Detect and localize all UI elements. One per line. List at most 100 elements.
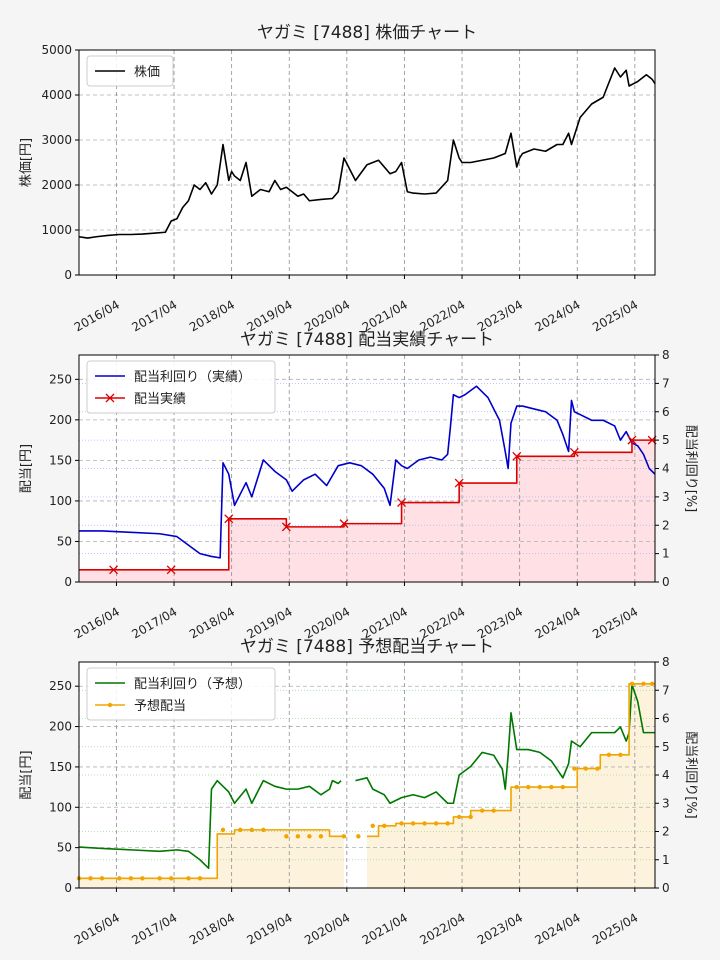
y-axis-label: 株価[円]: [19, 138, 34, 187]
series-marker: [627, 435, 637, 445]
series-marker: [512, 451, 522, 461]
x-tick-label: 2025/04: [590, 297, 640, 334]
x-tick-label: 2019/04: [245, 297, 295, 334]
y2-tick-label: 5: [662, 433, 670, 447]
series-marker: [595, 766, 600, 771]
x-tick-label: 2023/04: [475, 604, 525, 641]
series-fill-2: [79, 440, 655, 582]
legend-marker: [107, 702, 113, 708]
series-line-2: [79, 682, 655, 880]
series-marker: [454, 478, 464, 488]
y2-tick-label: 2: [662, 518, 670, 532]
plot-frame: [78, 49, 656, 276]
series-marker: [220, 827, 226, 833]
series-marker: [514, 784, 519, 790]
y-tick-label: 100: [49, 494, 72, 508]
series-marker: [261, 827, 266, 833]
series-marker: [397, 498, 407, 508]
chart-panel-1: 0 1000 2000 3000 4000 5000 2016/04 2017/04 2018/…: [19, 23, 656, 335]
y2-tick-label: 8: [662, 348, 670, 362]
y2-tick-label: 7: [662, 376, 670, 390]
series-marker: [318, 834, 324, 839]
x-tick-label: 2022/04: [417, 297, 467, 334]
legend-label: 配当利回り（予想）: [134, 676, 251, 692]
legend-box: [86, 360, 276, 414]
y-tick-label: 0: [64, 881, 72, 895]
x-tick-label: 2020/04: [302, 604, 352, 641]
y-axis-label: 配当[円]: [19, 444, 34, 493]
series-marker: [410, 821, 416, 826]
series-marker: [224, 514, 234, 524]
series-marker: [618, 752, 623, 758]
x-tick-label: 2016/04: [72, 604, 122, 641]
x-tick-label: 2023/04: [475, 297, 525, 334]
series-marker: [445, 821, 450, 826]
series-marker: [560, 784, 566, 790]
x-tick-label: 2018/04: [187, 604, 237, 641]
x-tick-label: 2016/04: [72, 297, 122, 334]
series-marker: [382, 823, 387, 829]
y-tick-label: 50: [57, 534, 72, 548]
y2-tick-label: 4: [662, 768, 670, 782]
y-tick-label: 150: [49, 760, 72, 774]
series-marker: [117, 876, 122, 881]
plot-area: [79, 50, 655, 275]
x-tick-label: 2020/04: [302, 910, 352, 947]
x-tick-label: 2021/04: [360, 910, 410, 947]
y2-tick-label: 3: [662, 490, 670, 504]
series-line-1: [79, 385, 656, 559]
series-marker: [284, 834, 289, 839]
x-tick-label: 2025/04: [590, 604, 640, 641]
series-marker: [370, 823, 375, 829]
series-marker: [606, 752, 612, 758]
y2-axis-label: 配当利回り[%]: [683, 425, 698, 513]
series-marker: [339, 519, 349, 529]
series-marker: [399, 821, 404, 826]
y-tick-label: 250: [49, 679, 72, 693]
x-tick-label: 2020/04: [302, 297, 352, 334]
series-marker: [537, 784, 542, 790]
x-tick-label: 2019/04: [245, 604, 295, 641]
y2-tick-label: 3: [662, 796, 670, 810]
series-marker: [649, 681, 655, 686]
y2-tick-label: 5: [662, 740, 670, 754]
series-marker: [295, 834, 301, 839]
y-tick-label: 0: [64, 575, 72, 589]
y-tick-label: 0: [64, 268, 72, 282]
series-marker: [186, 876, 191, 881]
y-axis-label: 配当[円]: [19, 750, 34, 799]
x-tick-label: 2017/04: [129, 604, 179, 641]
legend: 配当利回り（予想） 予想配当: [86, 667, 276, 721]
x-tick-label: 2017/04: [129, 910, 179, 947]
x-tick-label: 2024/04: [533, 297, 583, 334]
y-tick-label: 5000: [41, 43, 72, 57]
x-tick-label: 2022/04: [417, 604, 467, 641]
series-marker: [629, 681, 635, 686]
y2-tick-label: 6: [662, 712, 670, 726]
series-marker: [109, 565, 119, 575]
legend: 株価: [86, 55, 174, 87]
x-tick-label: 2021/04: [360, 604, 410, 641]
legend: 配当利回り（実績） 配当実績: [86, 360, 276, 414]
legend-box: [86, 55, 174, 87]
series-line-1: [78, 67, 656, 239]
legend-label: 配当利回り（実績）: [134, 369, 251, 385]
x-tick-label: 2025/04: [590, 910, 640, 947]
series-marker: [433, 821, 439, 826]
y2-tick-label: 2: [662, 825, 670, 839]
series-marker: [549, 784, 554, 790]
series-marker: [341, 834, 347, 839]
series-marker: [456, 814, 462, 820]
y-tick-label: 250: [49, 372, 72, 386]
series-marker: [307, 834, 312, 839]
y2-tick-label: 0: [662, 575, 670, 589]
y-tick-label: 2000: [41, 178, 72, 192]
y2-tick-label: 4: [662, 462, 670, 476]
series-marker: [140, 876, 145, 881]
series-marker: [583, 766, 589, 771]
y2-tick-label: 7: [662, 683, 670, 697]
x-tick-label: 2018/04: [187, 297, 237, 334]
series-marker: [99, 876, 105, 881]
